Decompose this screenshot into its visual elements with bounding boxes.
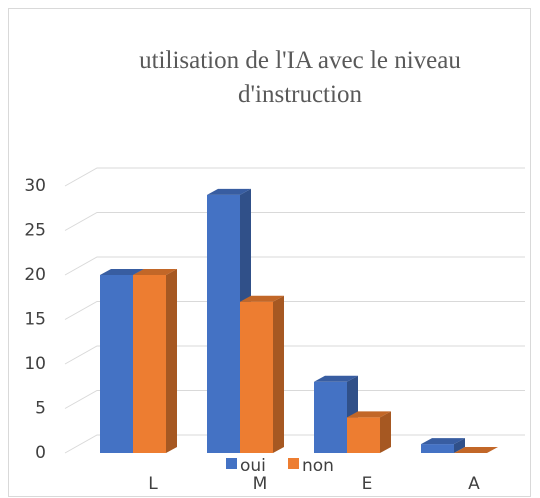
- bar-side: [454, 438, 465, 453]
- bar-top: [314, 375, 358, 382]
- x-tick-label: M: [253, 474, 268, 494]
- chart-title: utilisation de l'IA avec le niveau d'ins…: [139, 47, 461, 108]
- bar-top: [240, 295, 284, 302]
- bar-side: [380, 411, 391, 453]
- bar: [133, 275, 166, 453]
- y-tick-label: 25: [24, 221, 46, 241]
- x-tick-label: E: [362, 474, 373, 494]
- y-tick-label: 15: [24, 310, 46, 330]
- y-tick-label: 0: [35, 443, 46, 463]
- y-tick-label: 20: [24, 265, 46, 285]
- y-tick-label: 10: [24, 354, 46, 374]
- bar-top: [421, 438, 465, 445]
- bar-side: [166, 269, 177, 453]
- grid-line: [64, 390, 525, 409]
- grid-line: [64, 212, 525, 231]
- bar: [421, 444, 454, 453]
- legend-label: oui: [240, 456, 266, 476]
- legend-label: non: [302, 456, 334, 476]
- bar-side: [273, 295, 284, 453]
- bar: [207, 194, 240, 453]
- grid-line: [64, 301, 525, 320]
- x-tick-label: L: [148, 474, 158, 494]
- bar-top: [347, 411, 391, 418]
- bar-top: [133, 269, 177, 275]
- x-tick-label: A: [468, 474, 480, 494]
- bar-top: [207, 188, 251, 195]
- bar: [347, 417, 380, 453]
- bar: [240, 301, 273, 453]
- bar-top: [454, 447, 498, 453]
- y-tick-label: 5: [35, 399, 46, 419]
- grid-line: [64, 345, 525, 365]
- bar: [314, 381, 347, 453]
- chart-border: [8, 8, 531, 497]
- legend-swatch: [288, 458, 299, 469]
- grid-line: [64, 167, 525, 187]
- legend-swatch: [226, 458, 237, 469]
- bar: [100, 275, 133, 453]
- bar-top: [100, 269, 144, 275]
- grid-line: [64, 256, 525, 276]
- y-tick-label: 30: [24, 176, 46, 196]
